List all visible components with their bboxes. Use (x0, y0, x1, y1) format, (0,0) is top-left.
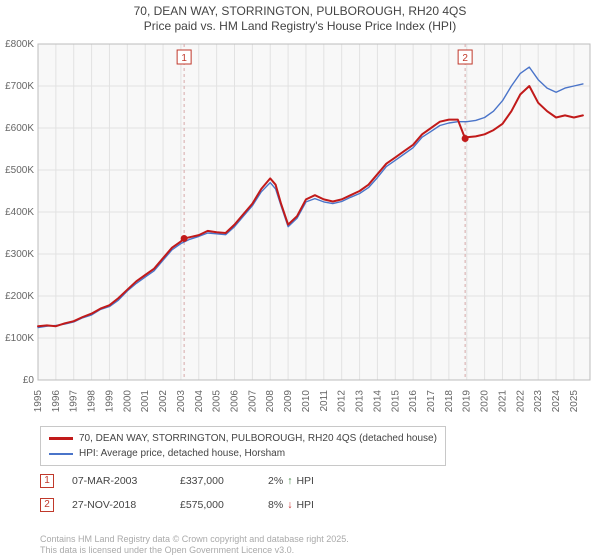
chart-legend: 70, DEAN WAY, STORRINGTON, PULBOROUGH, R… (40, 426, 446, 466)
svg-text:2006: 2006 (230, 390, 241, 413)
svg-text:£500K: £500K (5, 165, 34, 176)
svg-text:2023: 2023 (533, 390, 544, 413)
marker-pct-suffix: HPI (296, 499, 314, 511)
svg-text:1998: 1998 (87, 390, 98, 413)
svg-text:2000: 2000 (122, 390, 133, 413)
svg-text:£800K: £800K (5, 39, 34, 50)
marker-date: 07-MAR-2003 (72, 475, 162, 487)
svg-text:1: 1 (181, 53, 187, 64)
legend-swatch-hpi (49, 453, 73, 455)
svg-text:2015: 2015 (390, 390, 401, 413)
arrow-up-icon: ↑ (287, 475, 292, 487)
svg-text:2009: 2009 (283, 390, 294, 413)
svg-text:2022: 2022 (515, 390, 526, 413)
arrow-down-icon: ↓ (287, 499, 292, 511)
svg-text:2007: 2007 (247, 390, 258, 413)
marker-box-icon: 2 (40, 498, 54, 512)
svg-text:£100K: £100K (5, 333, 34, 344)
svg-text:£200K: £200K (5, 291, 34, 302)
svg-text:2024: 2024 (551, 390, 562, 413)
chart-title-line1: 70, DEAN WAY, STORRINGTON, PULBOROUGH, R… (0, 4, 600, 19)
svg-text:£400K: £400K (5, 207, 34, 218)
svg-text:2016: 2016 (408, 390, 419, 413)
marker-row-2: 2 27-NOV-2018 £575,000 8% ↓ HPI (40, 496, 314, 514)
svg-text:2025: 2025 (569, 390, 580, 413)
attribution-line1: Contains HM Land Registry data © Crown c… (40, 534, 349, 545)
svg-text:2014: 2014 (372, 390, 383, 413)
marker-pct-value: 8% (268, 499, 283, 511)
marker-price: £575,000 (180, 499, 250, 511)
svg-text:2: 2 (462, 53, 468, 64)
legend-entry-price-paid: 70, DEAN WAY, STORRINGTON, PULBOROUGH, R… (49, 431, 437, 446)
svg-text:£700K: £700K (5, 81, 34, 92)
svg-text:2021: 2021 (497, 390, 508, 413)
svg-text:2017: 2017 (426, 390, 437, 413)
marker-box-icon: 1 (40, 474, 54, 488)
attribution-text: Contains HM Land Registry data © Crown c… (40, 534, 349, 557)
chart-titles: 70, DEAN WAY, STORRINGTON, PULBOROUGH, R… (0, 0, 600, 34)
svg-text:1999: 1999 (104, 390, 115, 413)
marker-detail-table: 1 07-MAR-2003 £337,000 2% ↑ HPI 2 27-NOV… (40, 472, 314, 520)
svg-text:£0: £0 (23, 375, 35, 386)
attribution-line2: This data is licensed under the Open Gov… (40, 545, 349, 556)
marker-row-1: 1 07-MAR-2003 £337,000 2% ↑ HPI (40, 472, 314, 490)
legend-swatch-price-paid (49, 437, 73, 440)
marker-date: 27-NOV-2018 (72, 499, 162, 511)
svg-text:2018: 2018 (444, 390, 455, 413)
marker-pct-suffix: HPI (296, 475, 314, 487)
legend-entry-hpi: HPI: Average price, detached house, Hors… (49, 446, 437, 461)
svg-text:2013: 2013 (355, 390, 366, 413)
chart-title-line2: Price paid vs. HM Land Registry's House … (0, 19, 600, 34)
svg-text:1997: 1997 (69, 390, 80, 413)
svg-text:2005: 2005 (212, 390, 223, 413)
marker-pct-value: 2% (268, 475, 283, 487)
chart-area: £0 £100K £200K £300K £400K £500K £600K £700K £80… (0, 38, 600, 418)
svg-text:2020: 2020 (480, 390, 491, 413)
svg-text:2010: 2010 (301, 390, 312, 413)
svg-text:2003: 2003 (176, 390, 187, 413)
svg-text:£600K: £600K (5, 123, 34, 134)
svg-text:2001: 2001 (140, 390, 151, 413)
marker-pct-change: 2% ↑ HPI (268, 475, 314, 487)
marker-price: £337,000 (180, 475, 250, 487)
legend-label-hpi: HPI: Average price, detached house, Hors… (79, 446, 285, 461)
svg-text:2011: 2011 (319, 390, 330, 412)
svg-text:£300K: £300K (5, 249, 34, 260)
svg-text:1995: 1995 (33, 390, 44, 413)
svg-text:2019: 2019 (462, 390, 473, 413)
svg-text:2004: 2004 (194, 390, 205, 413)
svg-text:2002: 2002 (158, 390, 169, 413)
marker-pct-change: 8% ↓ HPI (268, 499, 314, 511)
line-chart-svg: £0 £100K £200K £300K £400K £500K £600K £700K £80… (0, 38, 600, 418)
svg-text:2008: 2008 (265, 390, 276, 413)
svg-text:2012: 2012 (337, 390, 348, 413)
svg-text:1996: 1996 (51, 390, 62, 413)
legend-label-price-paid: 70, DEAN WAY, STORRINGTON, PULBOROUGH, R… (79, 431, 437, 446)
